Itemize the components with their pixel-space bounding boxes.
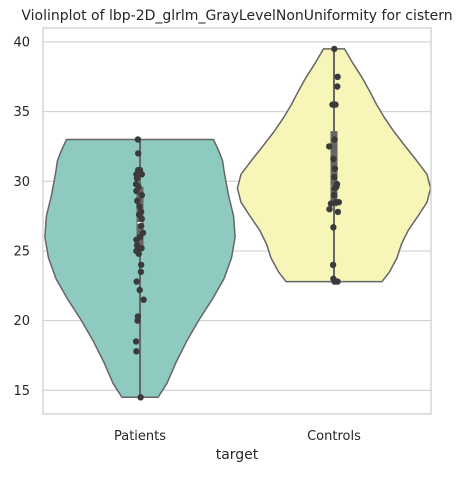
data-point-patients: [136, 166, 144, 174]
data-point-controls: [331, 45, 338, 53]
data-point-controls: [334, 73, 341, 81]
data-point-patients: [134, 136, 142, 143]
data-point-patients: [134, 313, 142, 320]
chart-title: Violinplot of lbp-2D_glrlm_GrayLevelNonU…: [21, 8, 452, 24]
data-point-controls: [330, 155, 337, 163]
y-tick-label: 40: [13, 35, 30, 50]
y-tick-label: 30: [13, 175, 30, 190]
data-point-controls: [331, 165, 339, 172]
data-point-patients: [139, 229, 147, 236]
data-point-controls: [333, 183, 340, 191]
point-layer: [132, 45, 342, 401]
data-point-patients: [133, 247, 140, 255]
data-point-controls: [334, 278, 341, 285]
data-point-patients: [138, 222, 145, 230]
x-tick-label: Controls: [307, 429, 361, 444]
data-point-patients: [134, 197, 141, 204]
data-point-patients: [133, 278, 140, 285]
data-point-patients: [133, 242, 141, 249]
data-point-controls: [329, 261, 337, 269]
data-point-patients: [140, 296, 147, 303]
y-tick-label: 15: [13, 384, 30, 399]
data-point-controls: [334, 208, 342, 216]
y-tick-label: 25: [13, 244, 30, 259]
data-point-patients: [135, 150, 142, 157]
plot-frame: [42, 27, 432, 415]
data-point-patients: [136, 286, 143, 294]
data-point-patients: [138, 208, 145, 216]
data-point-patients: [137, 268, 145, 276]
data-point-controls: [330, 192, 338, 199]
data-point-controls: [330, 224, 337, 231]
y-tick-label: 20: [13, 314, 30, 329]
x-tick-label: Patients: [114, 429, 166, 444]
data-point-patients: [138, 192, 145, 199]
data-point-controls: [331, 173, 338, 181]
data-point-controls: [331, 136, 338, 143]
data-point-controls: [326, 206, 333, 213]
y-tick-labels: 15 20 25 30 35 40: [13, 35, 30, 398]
data-point-patients: [132, 180, 140, 188]
data-point-controls: [332, 101, 339, 108]
data-point-controls: [335, 199, 342, 206]
data-point-patients: [137, 394, 144, 401]
x-axis-label: target: [216, 447, 259, 463]
data-point-patients: [133, 348, 140, 355]
data-point-patients: [136, 203, 143, 210]
data-point-controls: [327, 200, 335, 207]
data-point-controls: [326, 143, 333, 150]
x-tick-labels: Patients Controls: [114, 429, 361, 444]
y-tick-label: 35: [13, 105, 30, 120]
data-point-controls: [334, 83, 341, 90]
violin-layer: [44, 48, 432, 399]
data-point-patients: [132, 338, 140, 345]
data-point-patients: [138, 261, 145, 269]
